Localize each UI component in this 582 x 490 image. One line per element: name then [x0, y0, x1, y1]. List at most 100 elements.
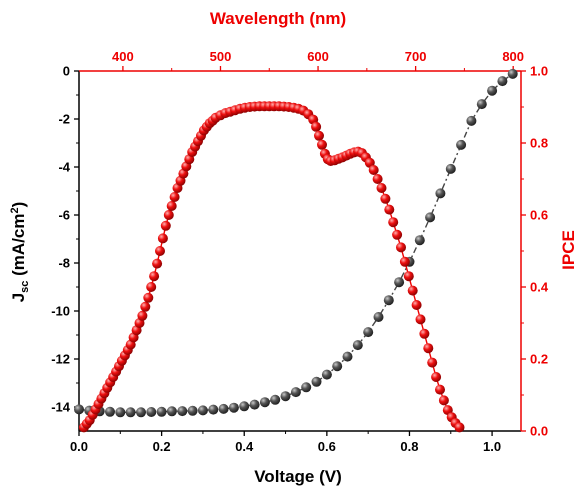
series-1-point — [435, 188, 446, 199]
series-1-point — [105, 406, 115, 417]
series-1-point — [476, 99, 487, 110]
series-1-point — [166, 406, 177, 417]
series-2-point — [140, 301, 151, 312]
series-2-point — [143, 292, 154, 303]
series-line-2 — [83, 105, 461, 428]
series-2-point — [137, 310, 148, 321]
series-1-point — [270, 394, 281, 405]
series-2-point — [399, 256, 410, 267]
series-1-point — [352, 340, 363, 351]
series-1-point — [321, 369, 332, 380]
series-2-point — [431, 372, 442, 382]
series-1-point — [342, 351, 353, 362]
series-2-point — [415, 314, 426, 325]
left-tick-label: -12 — [51, 352, 70, 367]
series-2-point — [157, 233, 168, 244]
series-1-point — [197, 405, 208, 416]
series-1-point — [301, 382, 312, 393]
bottom-tick-label: 1.0 — [483, 439, 501, 454]
bottom-tick-label: 0.6 — [318, 439, 336, 454]
series-1-point — [280, 391, 291, 402]
series-2-point — [403, 271, 414, 282]
series-2-point — [427, 357, 438, 368]
series-1-point — [187, 405, 198, 416]
series-1-point — [456, 139, 467, 150]
series-group — [74, 68, 518, 433]
series-2-point — [317, 139, 327, 150]
series-2-point — [419, 328, 430, 339]
series-1-point — [259, 397, 270, 408]
bottom-tick-label: 0.2 — [153, 439, 171, 454]
left-tick-label: -2 — [58, 112, 70, 127]
top-axis-title: Wavelength (nm) — [210, 9, 346, 28]
series-2-point — [384, 204, 395, 215]
series-2-point — [407, 285, 418, 296]
top-tick-label: 800 — [502, 49, 524, 64]
series-2-point — [169, 192, 180, 202]
left-tick-label: -10 — [51, 304, 70, 319]
series-1-point — [332, 361, 343, 372]
series-1-point — [466, 115, 477, 126]
series-1-point — [373, 312, 384, 322]
labels-group: Wavelength (nm) Voltage (V) IPCE Jsc (mA… — [9, 9, 578, 486]
series-1-point — [249, 399, 260, 410]
series-1-point — [146, 407, 157, 417]
left-axis-title-end: ) — [9, 202, 28, 208]
series-2-point — [149, 271, 160, 282]
series-1-point — [290, 387, 301, 398]
left-tick-label: -14 — [51, 400, 71, 415]
right-tick-label: 1.0 — [530, 64, 548, 79]
right-tick-label: 0.6 — [530, 208, 548, 223]
series-2-point — [411, 300, 422, 310]
top-tick-label: 600 — [307, 49, 329, 64]
right-tick-label: 0.2 — [530, 352, 548, 367]
series-1-point — [115, 407, 126, 418]
top-tick-label: 700 — [405, 49, 427, 64]
bottom-axis-title: Voltage (V) — [254, 467, 342, 486]
left-axis-title: Jsc (mA/cm2) — [9, 202, 31, 303]
series-2-point — [372, 174, 383, 184]
series-1-point — [497, 76, 508, 87]
series-1-point — [239, 401, 250, 412]
left-axis-title-sup: 2 — [9, 207, 21, 213]
left-tick-label: -4 — [58, 160, 70, 175]
series-1-point — [414, 235, 425, 246]
series-2-point — [146, 282, 157, 292]
series-1-point — [425, 212, 436, 223]
series-2-point — [454, 422, 465, 433]
series-1-point — [228, 402, 239, 413]
series-line-1 — [78, 73, 514, 413]
series-1-point — [156, 406, 167, 417]
series-2-point — [376, 183, 387, 193]
series-2-point — [314, 130, 324, 141]
series-2-point — [163, 210, 174, 220]
series-1-point — [218, 403, 229, 414]
series-1-point — [507, 68, 518, 79]
series-2-point — [392, 229, 403, 240]
bottom-tick-label: 0.8 — [400, 439, 418, 454]
series-2-point — [368, 165, 379, 175]
series-1-point — [177, 406, 188, 417]
series-2-point — [396, 242, 406, 253]
right-tick-label: 0.0 — [530, 424, 548, 439]
right-tick-label: 0.8 — [530, 136, 548, 151]
series-1-point — [125, 407, 136, 418]
left-tick-label: -8 — [58, 256, 70, 271]
series-1-point — [394, 277, 405, 288]
left-axis-title-main: J — [9, 293, 28, 302]
left-tick-label: -6 — [58, 208, 70, 223]
series-1-point — [383, 295, 394, 306]
left-tick-label: 0 — [63, 64, 70, 79]
top-tick-label: 500 — [210, 49, 232, 64]
series-2-point — [438, 395, 449, 406]
left-axis-title-sub: sc — [19, 281, 31, 293]
axes-group: 0.0 0.2 0.4 0.6 0.8 1.0 400 500 600 700 800 0 -2 -4 -6… — [51, 49, 549, 454]
series-1-point — [74, 404, 84, 415]
series-2-point — [388, 217, 399, 228]
series-1-point — [445, 163, 456, 174]
series-1-point — [487, 85, 498, 96]
series-2-point — [160, 220, 171, 231]
series-2-point — [435, 384, 445, 395]
series-1-point — [363, 327, 374, 338]
